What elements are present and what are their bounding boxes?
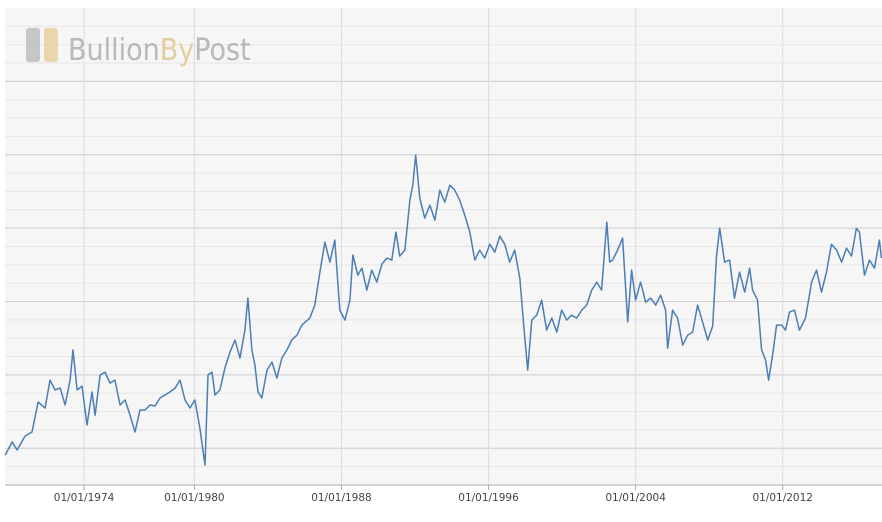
- x-tick-label: 01/01/1974: [54, 492, 115, 504]
- line-series: [4, 154, 882, 466]
- logo-part: Post: [194, 33, 250, 68]
- x-tick-label: 01/01/1996: [458, 492, 519, 504]
- logo-text: BullionByPost: [68, 33, 251, 68]
- logo-part: By: [160, 33, 195, 68]
- grid: [5, 8, 882, 485]
- logo: BullionByPost: [26, 28, 251, 68]
- logo-part: Bullion: [68, 33, 160, 68]
- logo-icon: [26, 28, 40, 62]
- x-tick-label: 01/01/1988: [311, 492, 372, 504]
- x-tick-label: 01/01/1980: [164, 492, 225, 504]
- logo-icon: [44, 28, 58, 62]
- x-tick-label: 01/01/2012: [752, 492, 813, 504]
- x-tick-label: 01/01/2004: [605, 492, 666, 504]
